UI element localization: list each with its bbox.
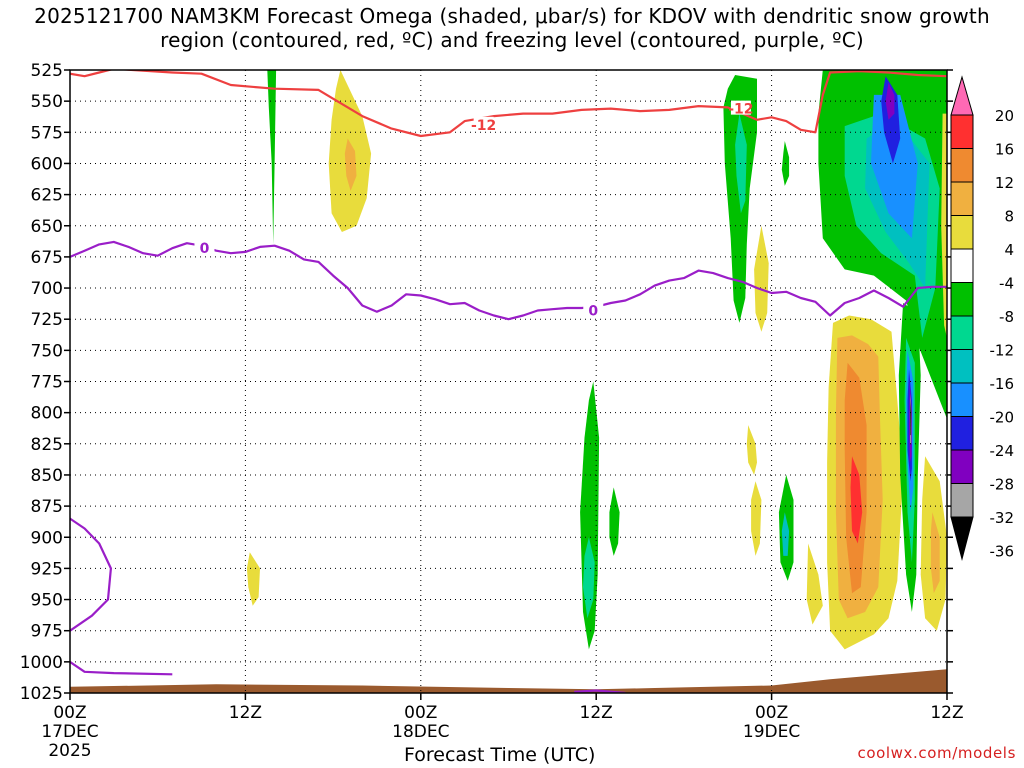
y-tick-label: 775 [31, 373, 63, 393]
y-tick-label: 675 [31, 248, 63, 268]
axes-layer: 525 550 575 600 625 650 675 700 725 750 775 800 825 8… [20, 61, 964, 761]
colorbar-label: 12 [995, 174, 1014, 192]
colorbar-bottom-arrow [950, 516, 974, 561]
colorbar-label: -4 [999, 275, 1014, 293]
x-tick-label: 12Z [580, 703, 613, 723]
omega-shading-layer [246, 70, 947, 650]
freezing-level-contour-ground [574, 689, 626, 693]
y-tick-label: 875 [31, 497, 63, 517]
omega-region-neg12 [583, 537, 595, 619]
x-tick-label: 00Z [404, 703, 437, 723]
freezing-level-contour-surface [70, 660, 173, 676]
colorbar-label: -32 [990, 509, 1015, 527]
freezing-label-1-bg [194, 240, 215, 255]
colorbar-swatch [950, 215, 974, 250]
colorbar-swatch [950, 248, 974, 283]
y-tick-label: 1000 [20, 653, 63, 673]
colorbar-swatch [950, 114, 974, 149]
colorbar-top-arrow [950, 75, 974, 116]
terrain-fill [70, 669, 947, 693]
x-tick-year: 2025 [48, 741, 91, 761]
colorbar-swatch [950, 349, 974, 384]
x-tick-label: 12Z [930, 703, 963, 723]
terrain-layer [70, 669, 947, 693]
omega-region-8 [930, 512, 940, 594]
omega-region-neg36 [910, 400, 912, 436]
omega-region-neg8 [267, 70, 277, 245]
omega-region-16 [850, 456, 863, 544]
y-tick-label: 950 [31, 591, 63, 611]
y-tick-label: 625 [31, 186, 63, 206]
x-tick-label: 00Z [53, 703, 86, 723]
y-tick-label: 975 [31, 622, 63, 642]
y-tick-label: 925 [31, 559, 63, 579]
colorbar-label: 20 [995, 107, 1014, 125]
freezing-label-2: 0 [588, 303, 598, 319]
contours-layer: 0 0 -12 -12 [70, 70, 947, 693]
y-tick-label: 750 [31, 341, 63, 361]
y-tick-label: 575 [31, 123, 63, 143]
y-tick-label: 850 [31, 466, 63, 486]
y-tick-label: 650 [31, 217, 63, 237]
gridlines-layer [69, 69, 948, 694]
y-tick-label: 800 [31, 404, 63, 424]
dendritic-label-2: -12 [728, 102, 753, 118]
x-tick-date: 18DEC [392, 722, 449, 742]
y-tick-label: 1025 [20, 684, 63, 704]
omega-region-neg24 [881, 76, 901, 164]
dendritic-label-1-bg [473, 116, 494, 131]
freezing-level-contour [70, 240, 947, 321]
omega-region-neg8 [609, 487, 620, 556]
colorbar-label: -24 [990, 442, 1015, 460]
colorbar-swatch [950, 416, 974, 451]
colorbar-label: 16 [995, 141, 1014, 159]
omega-region-4 [941, 113, 947, 338]
y-tick-label: 825 [31, 435, 63, 455]
colorbar-label: -12 [990, 342, 1015, 360]
x-tick-label: 12Z [229, 703, 262, 723]
omega-region-4 [746, 425, 757, 475]
dendritic-label-1: -12 [471, 118, 496, 134]
y-tick-label: 900 [31, 528, 63, 548]
y-tick-label: 525 [31, 61, 63, 81]
y-tick-label: 700 [31, 279, 63, 299]
colorbar-swatch [950, 483, 974, 518]
omega-region-4 [754, 225, 769, 332]
freezing-label-1: 0 [200, 241, 210, 257]
x-tick-date: 17DEC [41, 722, 98, 742]
chart-title: 2025121700 NAM3KM Forecast Omega (shaded… [34, 4, 990, 52]
source-credit[interactable]: coolwx.com/models [857, 744, 1016, 762]
colorbar-label: -36 [990, 543, 1015, 561]
colorbar-label: -8 [999, 308, 1014, 326]
y-tick-label: 725 [31, 310, 63, 330]
omega-region-4 [806, 543, 823, 625]
y-tick-label: 600 [31, 154, 63, 174]
omega-region-8 [344, 138, 357, 191]
colorbar-label: -16 [990, 375, 1015, 393]
x-tick-label: 00Z [755, 703, 788, 723]
x-tick-date: 19DEC [743, 722, 800, 742]
dendritic-growth-contour [70, 70, 947, 138]
colorbar-layer: 20 16 12 8 4 -4 -8 -12 -16 -20 -24 -28 -32 -36 [950, 75, 1015, 561]
omega-region-4 [751, 481, 762, 556]
colorbar-label: -20 [990, 409, 1015, 427]
colorbar-swatch [950, 449, 974, 484]
omega-region-neg16 [781, 512, 790, 556]
y-tick-label: 550 [31, 92, 63, 112]
omega-region-neg20 [871, 94, 918, 239]
x-axis-label: Forecast Time (UTC) [404, 744, 596, 766]
colorbar-swatch [950, 181, 974, 216]
colorbar-label: 8 [1004, 208, 1014, 226]
freezing-label-2-bg [583, 302, 604, 317]
colorbar-label: -28 [990, 476, 1015, 494]
colorbar-swatch [950, 282, 974, 317]
colorbar-label: 4 [1004, 241, 1014, 259]
colorbar-swatch [950, 315, 974, 350]
dendritic-label-2-bg [730, 100, 751, 115]
omega-region-4 [246, 552, 260, 606]
freezing-level-contour-lower [70, 517, 113, 632]
colorbar-swatch [950, 382, 974, 417]
colorbar-swatch [950, 148, 974, 183]
